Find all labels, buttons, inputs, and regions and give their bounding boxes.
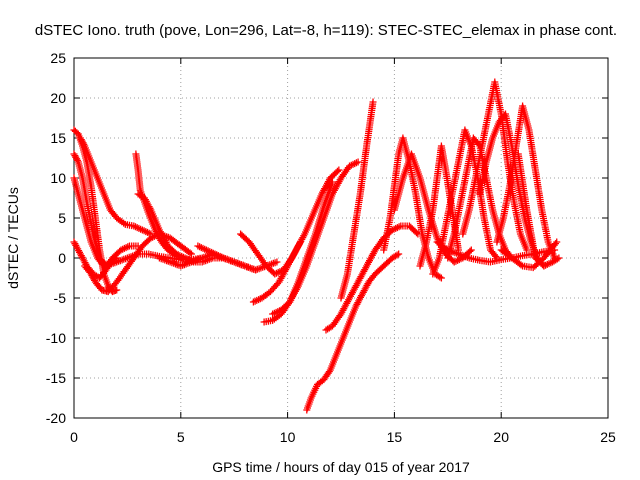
- y-tick-label: -15: [46, 370, 66, 386]
- y-tick-label: -10: [46, 330, 66, 346]
- data-series: [380, 134, 445, 282]
- axis-ticks: 0 5 10 15 20 25 -20 -15 -10 -5 0 5 10 15 20 25: [46, 50, 616, 445]
- y-tick-label: 20: [50, 90, 66, 106]
- y-tick-label: 15: [50, 130, 66, 146]
- y-tick-label: 25: [50, 50, 66, 66]
- y-tick-label: 0: [58, 250, 66, 266]
- data-point-markers: [337, 98, 377, 302]
- x-tick-label: 10: [280, 429, 296, 445]
- chart-title: dSTEC Iono. truth (pove, Lon=296, Lat=-8…: [35, 22, 617, 39]
- data-point-markers: [514, 150, 563, 270]
- x-tick-label: 5: [177, 429, 185, 445]
- data-point-markers: [493, 102, 559, 262]
- data-point-markers: [249, 166, 343, 306]
- y-axis-label: dSTEC / TECUs: [5, 187, 21, 289]
- x-tick-label: 20: [493, 429, 509, 445]
- data-marks: [70, 78, 563, 414]
- x-tick-label: 25: [600, 429, 616, 445]
- data-point-markers: [134, 190, 228, 266]
- y-tick-label: 5: [58, 210, 66, 226]
- data-series: [249, 166, 343, 306]
- data-series: [269, 158, 362, 318]
- y-tick-label: -20: [46, 410, 66, 426]
- plot-frame: [73, 57, 609, 419]
- data-series: [134, 190, 228, 266]
- y-tick-label: 10: [50, 170, 66, 186]
- data-series: [303, 250, 403, 414]
- data-series: [493, 102, 559, 262]
- data-point-markers: [76, 134, 155, 238]
- data-series: [514, 150, 563, 270]
- data-point-markers: [380, 134, 445, 282]
- data-point-markers: [269, 158, 362, 318]
- x-tick-label: 15: [387, 429, 403, 445]
- data-series: [337, 98, 377, 302]
- data-point-markers: [303, 250, 403, 414]
- x-tick-label: 0: [70, 429, 78, 445]
- data-series: [76, 134, 155, 238]
- y-tick-label: -5: [54, 290, 67, 306]
- x-axis-label: GPS time / hours of day 015 of year 2017: [212, 459, 470, 475]
